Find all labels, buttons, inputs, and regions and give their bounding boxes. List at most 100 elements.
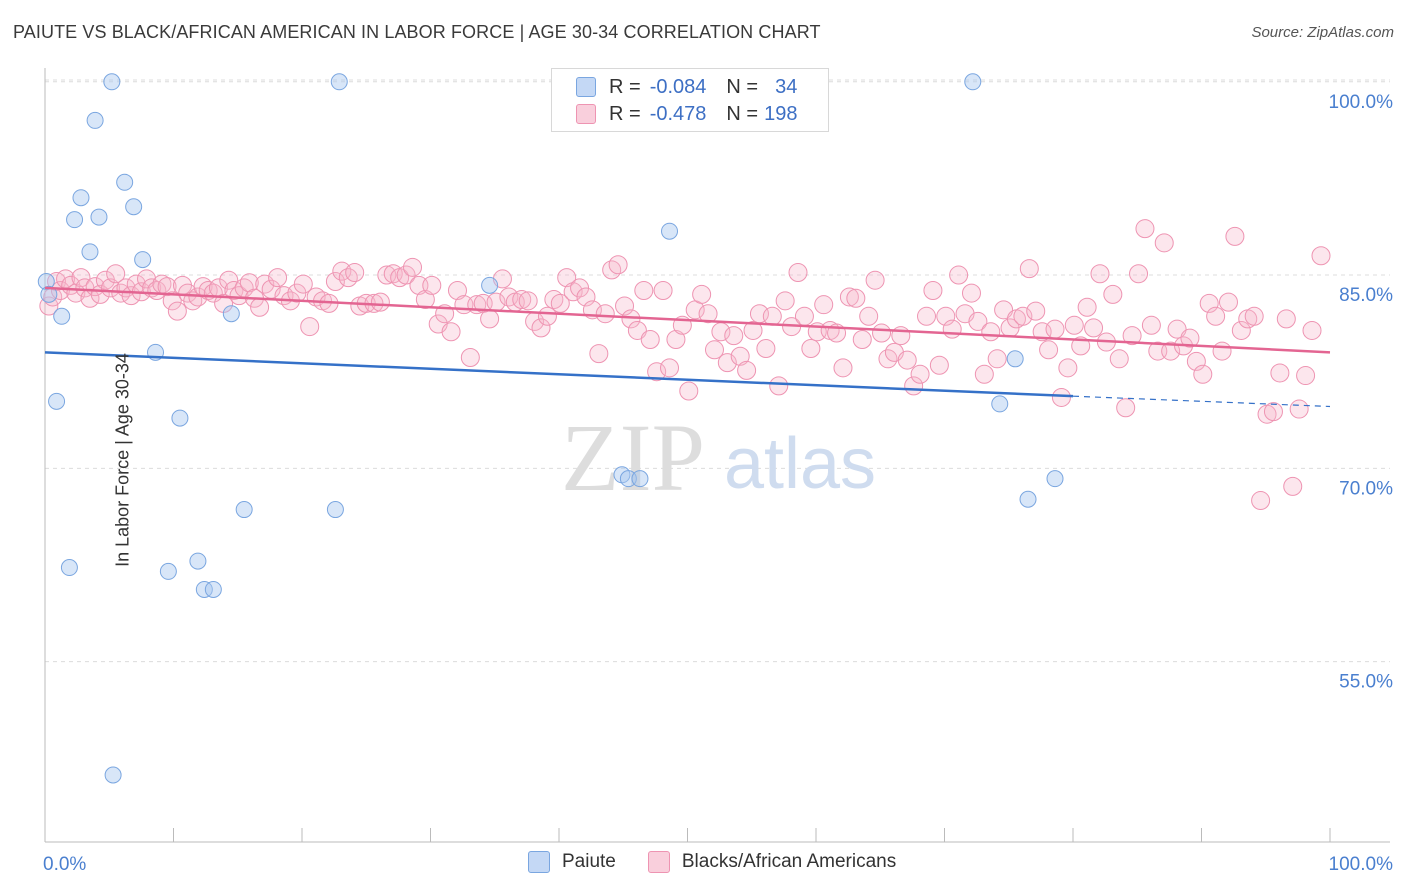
data-point-black: [1141, 315, 1161, 335]
data-point-paiute: [1046, 470, 1064, 488]
data-point-black: [1122, 326, 1142, 346]
data-point-black: [1103, 284, 1123, 304]
data-point-black: [557, 268, 577, 288]
data-point-black: [492, 269, 512, 289]
data-point-paiute: [60, 559, 78, 577]
data-point-paiute: [1006, 350, 1024, 368]
data-point-black: [794, 306, 814, 326]
data-point-black: [1289, 399, 1309, 419]
y-tick-label: 70.0%: [1339, 478, 1393, 499]
legend-swatch-black: [576, 104, 596, 124]
legend-item-black: Blacks/African Americans: [647, 851, 897, 873]
data-point-black: [788, 262, 808, 282]
data-point-black: [1161, 341, 1181, 361]
x-tick-label: 0.0%: [43, 854, 86, 875]
data-point-black: [447, 281, 467, 301]
data-point-black: [422, 275, 442, 295]
data-point-black: [756, 338, 776, 358]
trend-line-paiute: [44, 351, 1074, 398]
data-point-black: [942, 319, 962, 339]
data-point-black: [1180, 328, 1200, 348]
data-point-paiute: [631, 470, 649, 488]
legend-row-black: R = -0.478 N = 198: [552, 101, 797, 127]
data-point-black: [634, 281, 654, 301]
data-point-black: [859, 306, 879, 326]
legend-n-value: 198: [764, 102, 798, 125]
y-tick-label: 85.0%: [1339, 285, 1393, 306]
data-point-black: [162, 291, 182, 311]
data-point-black: [1296, 366, 1316, 386]
legend-n-label: N =: [726, 75, 759, 98]
data-point-black: [480, 309, 500, 329]
data-point-black: [403, 257, 423, 277]
data-point-black: [762, 306, 782, 326]
data-point-paiute: [330, 73, 348, 91]
grid-lines: [45, 79, 1390, 663]
data-point-black: [106, 264, 126, 284]
data-point-black: [910, 364, 930, 384]
data-point-black: [1013, 306, 1033, 326]
data-point-black: [698, 304, 718, 324]
data-point-black: [1084, 318, 1104, 338]
data-point-black: [1206, 306, 1226, 326]
data-point-paiute: [159, 562, 177, 580]
data-point-black: [345, 262, 365, 282]
data-point-black: [833, 358, 853, 378]
legend-r-label: R =: [609, 75, 641, 98]
data-point-paiute: [661, 222, 679, 240]
data-point-black: [1129, 264, 1149, 284]
legend-r-value: -0.084: [649, 75, 707, 98]
data-point-black: [1276, 309, 1296, 329]
data-point-paiute: [48, 392, 66, 410]
data-point-black: [293, 274, 313, 294]
legend-label-black: Blacks/African Americans: [681, 851, 897, 872]
data-point-black: [692, 284, 712, 304]
legend-r-label: R =: [609, 102, 641, 125]
watermark-zip: ZIP: [561, 404, 705, 511]
data-point-paiute: [619, 470, 637, 488]
data-point-paiute: [125, 198, 143, 216]
data-point-paiute: [964, 73, 982, 91]
legend-item-paiute: Paiute: [528, 851, 616, 873]
data-point-black: [961, 283, 981, 303]
data-point-paiute: [326, 501, 344, 519]
tick-labels: 55.0% 70.0% 85.0% 100.0% 0.0% 100.0%: [43, 92, 1393, 875]
data-point-black: [531, 318, 551, 338]
data-point-paiute: [81, 243, 99, 261]
data-point-black: [1135, 219, 1155, 239]
data-point-black: [1218, 292, 1238, 312]
data-point-black: [518, 291, 538, 311]
data-point-black: [1051, 387, 1071, 407]
data-point-paiute: [116, 173, 134, 191]
data-point-black: [589, 344, 609, 364]
data-point-paiute: [171, 409, 189, 427]
data-point-black: [666, 329, 686, 349]
data-point-black: [1071, 336, 1091, 356]
data-point-black: [981, 322, 1001, 342]
data-point-paiute: [37, 272, 55, 290]
data-point-black: [1263, 402, 1283, 422]
data-point-black: [1064, 315, 1084, 335]
chart-title: PAIUTE VS BLACK/AFRICAN AMERICAN IN LABO…: [13, 22, 821, 42]
data-point-black: [157, 277, 177, 297]
data-point-black: [1154, 233, 1174, 253]
data-point-paiute: [53, 307, 71, 325]
data-point-black: [1244, 306, 1264, 326]
trend-line-black: [44, 286, 1331, 354]
data-point-paiute: [90, 208, 108, 226]
data-point-black: [370, 292, 390, 312]
watermark: ZIP atlas: [561, 404, 876, 511]
data-point-paiute: [991, 395, 1009, 413]
data-point-black: [250, 297, 270, 317]
data-point-paiute: [103, 73, 121, 91]
data-point-black: [1039, 340, 1059, 360]
data-point-black: [1212, 341, 1232, 361]
data-point-black: [1026, 301, 1046, 321]
watermark-atlas: atlas: [724, 424, 876, 504]
data-point-black: [737, 360, 757, 380]
series-legend: Paiute Blacks/African Americans: [528, 851, 928, 873]
trend-lines: [44, 286, 1331, 408]
legend-label-paiute: Paiute: [562, 851, 616, 872]
x-tick-label: 100.0%: [1329, 854, 1394, 875]
